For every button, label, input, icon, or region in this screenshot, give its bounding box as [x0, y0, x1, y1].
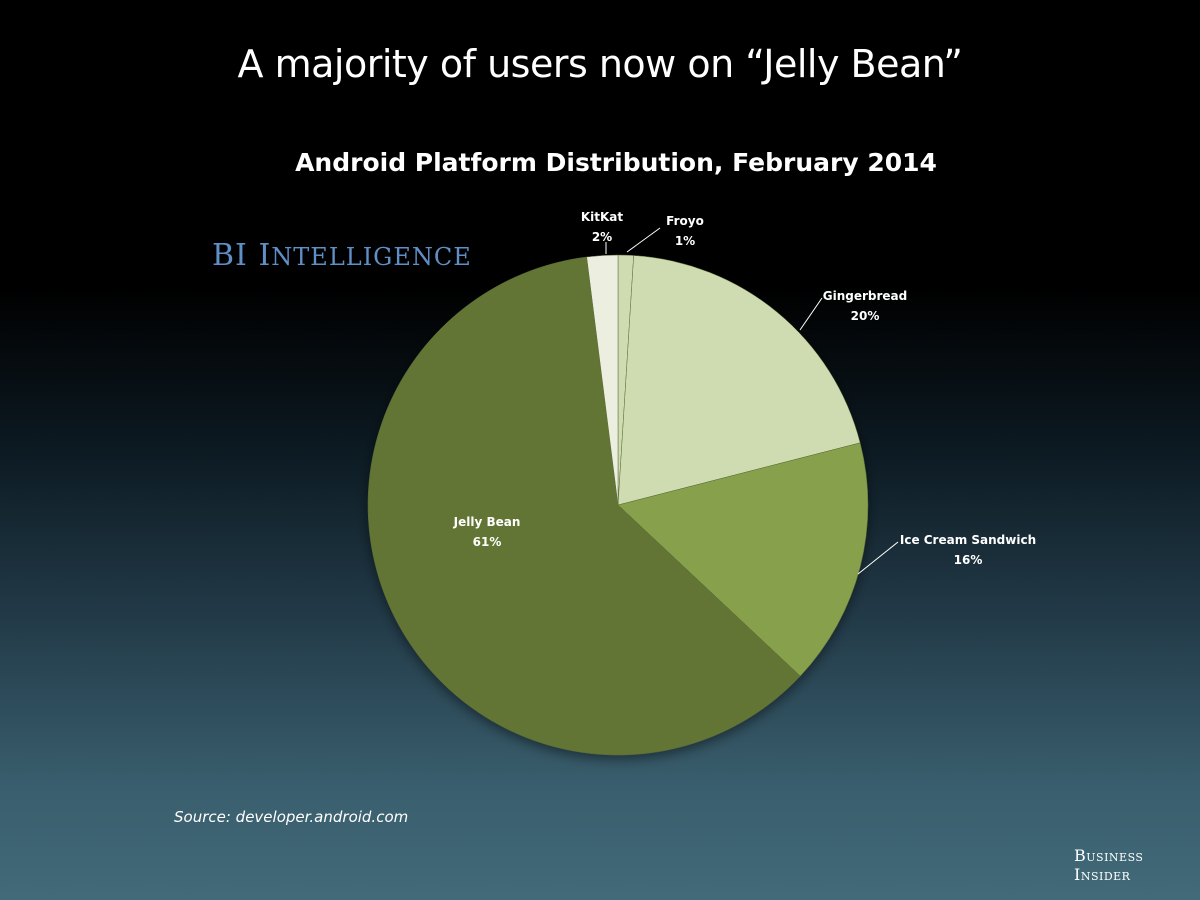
publisher-logo-line: Business — [1074, 846, 1144, 865]
source-note: Source: developer.android.com — [174, 808, 409, 826]
pie-slice-gingerbread — [617, 255, 861, 506]
slice-value-label-froyo: 1% — [675, 234, 695, 248]
slice-value-label-gingerbread: 20% — [851, 309, 880, 323]
pie-slice-jelly-bean — [367, 256, 801, 756]
slice-label-gingerbread: Gingerbread — [823, 289, 908, 303]
slice-label-froyo: Froyo — [666, 214, 704, 228]
leader-line-froyo — [626, 227, 661, 253]
slice-value-label-kitkat: 2% — [592, 230, 612, 244]
slice-label-jelly-bean: Jelly Bean — [453, 515, 521, 529]
pie-slice-kitkat — [586, 254, 619, 506]
slice-label-ice-cream-sandwich: Ice Cream Sandwich — [900, 533, 1036, 547]
pie-slice-ice-cream-sandwich — [617, 442, 869, 677]
pie-slices — [367, 254, 869, 756]
slice-value-label-ice-cream-sandwich: 16% — [954, 553, 983, 567]
publisher-logo-line: Insider — [1074, 865, 1131, 884]
leader-line-gingerbread — [799, 297, 823, 331]
leader-line-ice-cream-sandwich — [857, 541, 899, 575]
business-insider-logo: Business Insider — [1074, 846, 1143, 884]
slide-title: A majority of users now on “Jelly Bean” — [237, 42, 963, 86]
slice-value-label-jelly-bean: 61% — [473, 535, 502, 549]
bi-intelligence-logo: BI INTELLIGENCE — [212, 238, 472, 273]
slice-label-kitkat: KitKat — [581, 210, 624, 224]
chart-title: Android Platform Distribution, February … — [295, 148, 937, 177]
